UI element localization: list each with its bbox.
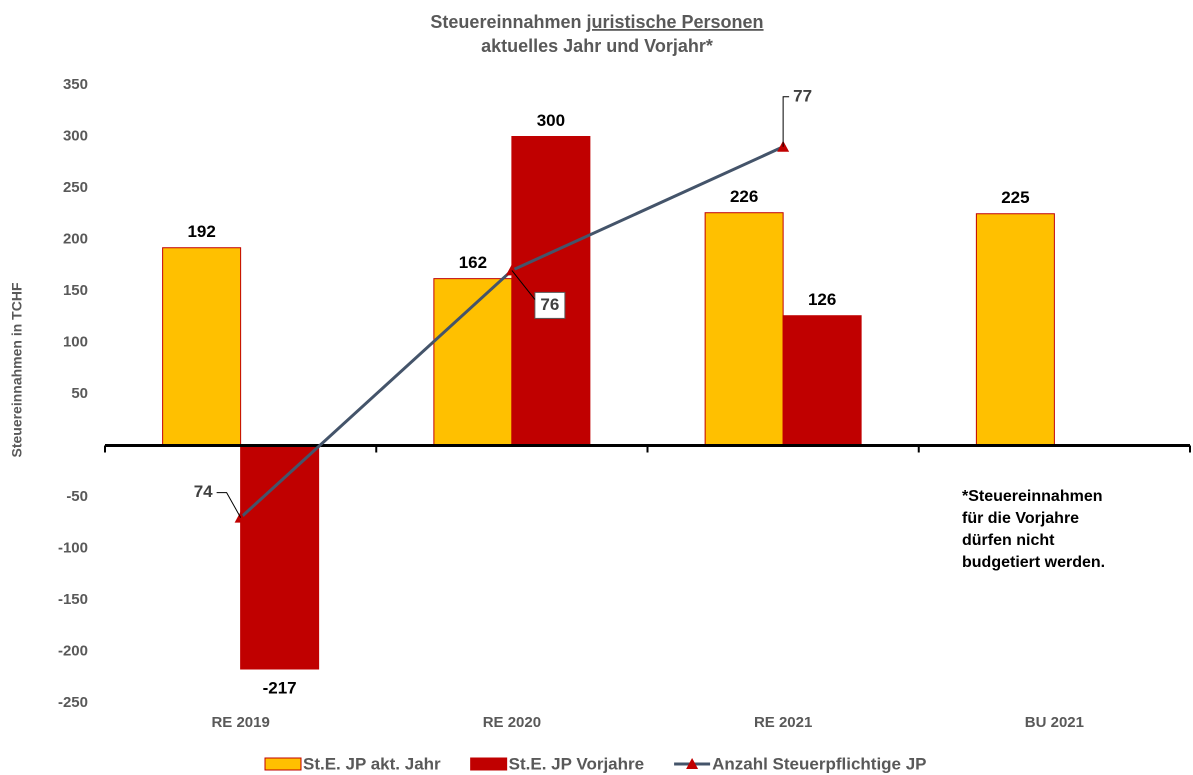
legend-marker [686,758,699,769]
annotation: *Steuereinnahmen [962,488,1102,505]
y-tick-label: -250 [58,694,88,711]
x-tick-label: BU 2021 [1025,714,1084,731]
annotation: dürfen nicht [962,532,1055,549]
data-label: 126 [808,290,836,309]
chart-title: Steuereinnahmen juristische Personen [430,12,763,32]
legend-swatch [470,757,508,771]
annotation: budgetiert werden. [962,554,1105,571]
marker [505,264,518,276]
y-tick-label: -200 [58,642,88,659]
data-label: 225 [1001,188,1029,207]
leader [511,270,536,300]
y-tick-label: 50 [71,385,88,402]
legend-label: St.E. JP Vorjahre [509,754,644,773]
leader [782,96,790,147]
bar [704,212,784,446]
data-label: 226 [730,187,758,206]
legend-label: St.E. JP akt. Jahr [303,754,441,773]
y-tick-label: 300 [63,127,88,144]
y-tick-label: 200 [63,230,88,247]
label-box [534,291,566,319]
y-tick-label: 250 [63,179,88,196]
y-tick-label: 150 [63,282,88,299]
legend-label: Anzahl Steuerpflichtige JP [712,754,926,773]
y-tick-label: 350 [63,76,88,93]
annotation: für die Vorjahre [962,510,1079,527]
data-label: 77 [793,86,812,105]
bar [433,278,513,447]
title-part: Steuereinnahmen [430,12,581,32]
title-part: juristische Personen [585,12,763,32]
y-tick-label: -50 [66,488,88,505]
bar [782,315,862,446]
x-tick-label: RE 2021 [754,714,812,731]
data-label: 300 [537,111,565,130]
data-label: 192 [187,222,215,241]
y-axis-label: Steuereinnahmen in TCHF [9,282,25,457]
leader [216,492,242,518]
y-tick-label: -100 [58,539,88,556]
bar [240,445,320,670]
legend-swatch [264,757,302,771]
y-tick-label: 100 [63,333,88,350]
chart-subtitle: aktuelles Jahr und Vorjahr* [481,36,713,56]
data-label: 76 [540,295,559,314]
data-label: 74 [194,482,213,501]
bar [975,213,1055,446]
bar [162,247,242,446]
data-label: 162 [459,253,487,272]
y-tick-label: -150 [58,591,88,608]
bar [511,136,591,446]
data-label: -217 [263,678,297,697]
x-tick-label: RE 2020 [483,714,541,731]
x-tick-label: RE 2019 [211,714,269,731]
